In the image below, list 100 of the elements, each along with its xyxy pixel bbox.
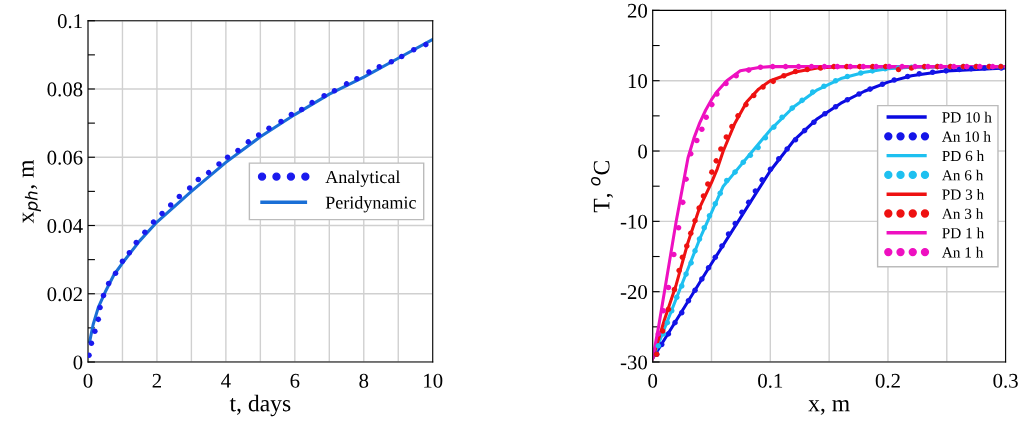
point <box>718 146 724 152</box>
point <box>770 78 776 85</box>
y-axis-title: T, $^{o}$C <box>591 161 613 213</box>
point <box>703 114 709 121</box>
legend-label: PD 3 h <box>942 188 985 200</box>
point <box>747 152 754 159</box>
point <box>354 75 360 82</box>
point <box>951 63 957 70</box>
point <box>735 113 741 119</box>
point <box>795 63 802 70</box>
point <box>664 319 671 326</box>
y-tick-label: 10 <box>628 74 648 89</box>
point <box>891 77 897 83</box>
point <box>989 63 996 70</box>
y-tick-label: 20 <box>627 3 648 18</box>
x-tick-label: 0.3 <box>993 373 1018 388</box>
point <box>844 96 851 103</box>
point <box>729 123 735 130</box>
point <box>792 137 799 143</box>
point <box>410 46 417 53</box>
point <box>760 84 766 90</box>
point <box>723 80 729 87</box>
point <box>801 127 808 134</box>
point <box>398 53 405 60</box>
x-tick-label: 0 <box>648 373 658 388</box>
point <box>205 169 212 176</box>
point <box>119 258 126 265</box>
x-tick-label: 8 <box>359 373 369 388</box>
point <box>186 185 193 191</box>
point <box>769 63 776 70</box>
point <box>723 134 730 140</box>
point <box>745 67 752 73</box>
point <box>784 146 790 152</box>
y-tick-label: 0.1 <box>57 14 82 29</box>
x-tick-label: 2 <box>152 373 161 388</box>
point <box>943 68 949 74</box>
point <box>671 251 677 258</box>
point <box>821 83 827 90</box>
point <box>916 70 923 77</box>
point <box>388 58 395 65</box>
point <box>672 319 678 326</box>
legend-label: PD 6 h <box>942 150 985 162</box>
point <box>676 267 682 274</box>
y-tick-label: 0.04 <box>47 218 83 234</box>
point <box>671 286 678 293</box>
point <box>142 229 148 236</box>
point <box>699 126 705 132</box>
point <box>696 205 702 211</box>
point <box>752 188 759 194</box>
point <box>811 119 817 125</box>
x-tick-label: 4 <box>221 373 231 388</box>
point <box>709 101 715 108</box>
legend-label: PD 1 h <box>942 227 985 239</box>
point <box>245 139 252 145</box>
point <box>821 63 828 70</box>
point <box>714 91 720 97</box>
y-tick-label: 0 <box>73 355 83 370</box>
point <box>95 316 102 323</box>
point <box>724 177 730 184</box>
point <box>97 304 103 311</box>
point <box>719 243 725 249</box>
point <box>712 201 719 207</box>
point <box>725 231 732 237</box>
x-tick-label: 0.2 <box>875 373 900 388</box>
point <box>331 87 338 94</box>
point <box>733 73 739 79</box>
x-tick-label: 6 <box>290 373 300 388</box>
point <box>694 137 700 144</box>
point <box>912 63 918 70</box>
point <box>678 310 685 316</box>
point <box>779 114 785 121</box>
point <box>675 224 682 231</box>
point <box>685 298 692 304</box>
point <box>804 66 811 73</box>
point <box>680 199 686 206</box>
point <box>176 193 183 200</box>
x-axis-title: t, days <box>229 394 291 417</box>
x-tick-label: 10 <box>424 373 443 388</box>
point <box>216 161 222 167</box>
point <box>799 97 805 104</box>
point <box>713 158 719 164</box>
point <box>298 106 305 113</box>
y-tick-label: -30 <box>620 355 648 370</box>
y-tick-label: 0.02 <box>47 287 82 302</box>
point <box>195 176 202 183</box>
point <box>278 118 284 125</box>
point <box>366 69 372 75</box>
point <box>665 284 672 291</box>
point <box>739 209 745 215</box>
point <box>423 41 429 48</box>
point <box>832 103 839 110</box>
point <box>856 91 862 97</box>
point <box>701 224 707 231</box>
x-axis-title: x, m <box>808 400 850 415</box>
y-tick-label: -10 <box>620 214 648 229</box>
point <box>709 169 715 175</box>
point <box>700 193 707 199</box>
point <box>688 230 694 237</box>
point <box>678 283 685 289</box>
point <box>343 81 350 87</box>
